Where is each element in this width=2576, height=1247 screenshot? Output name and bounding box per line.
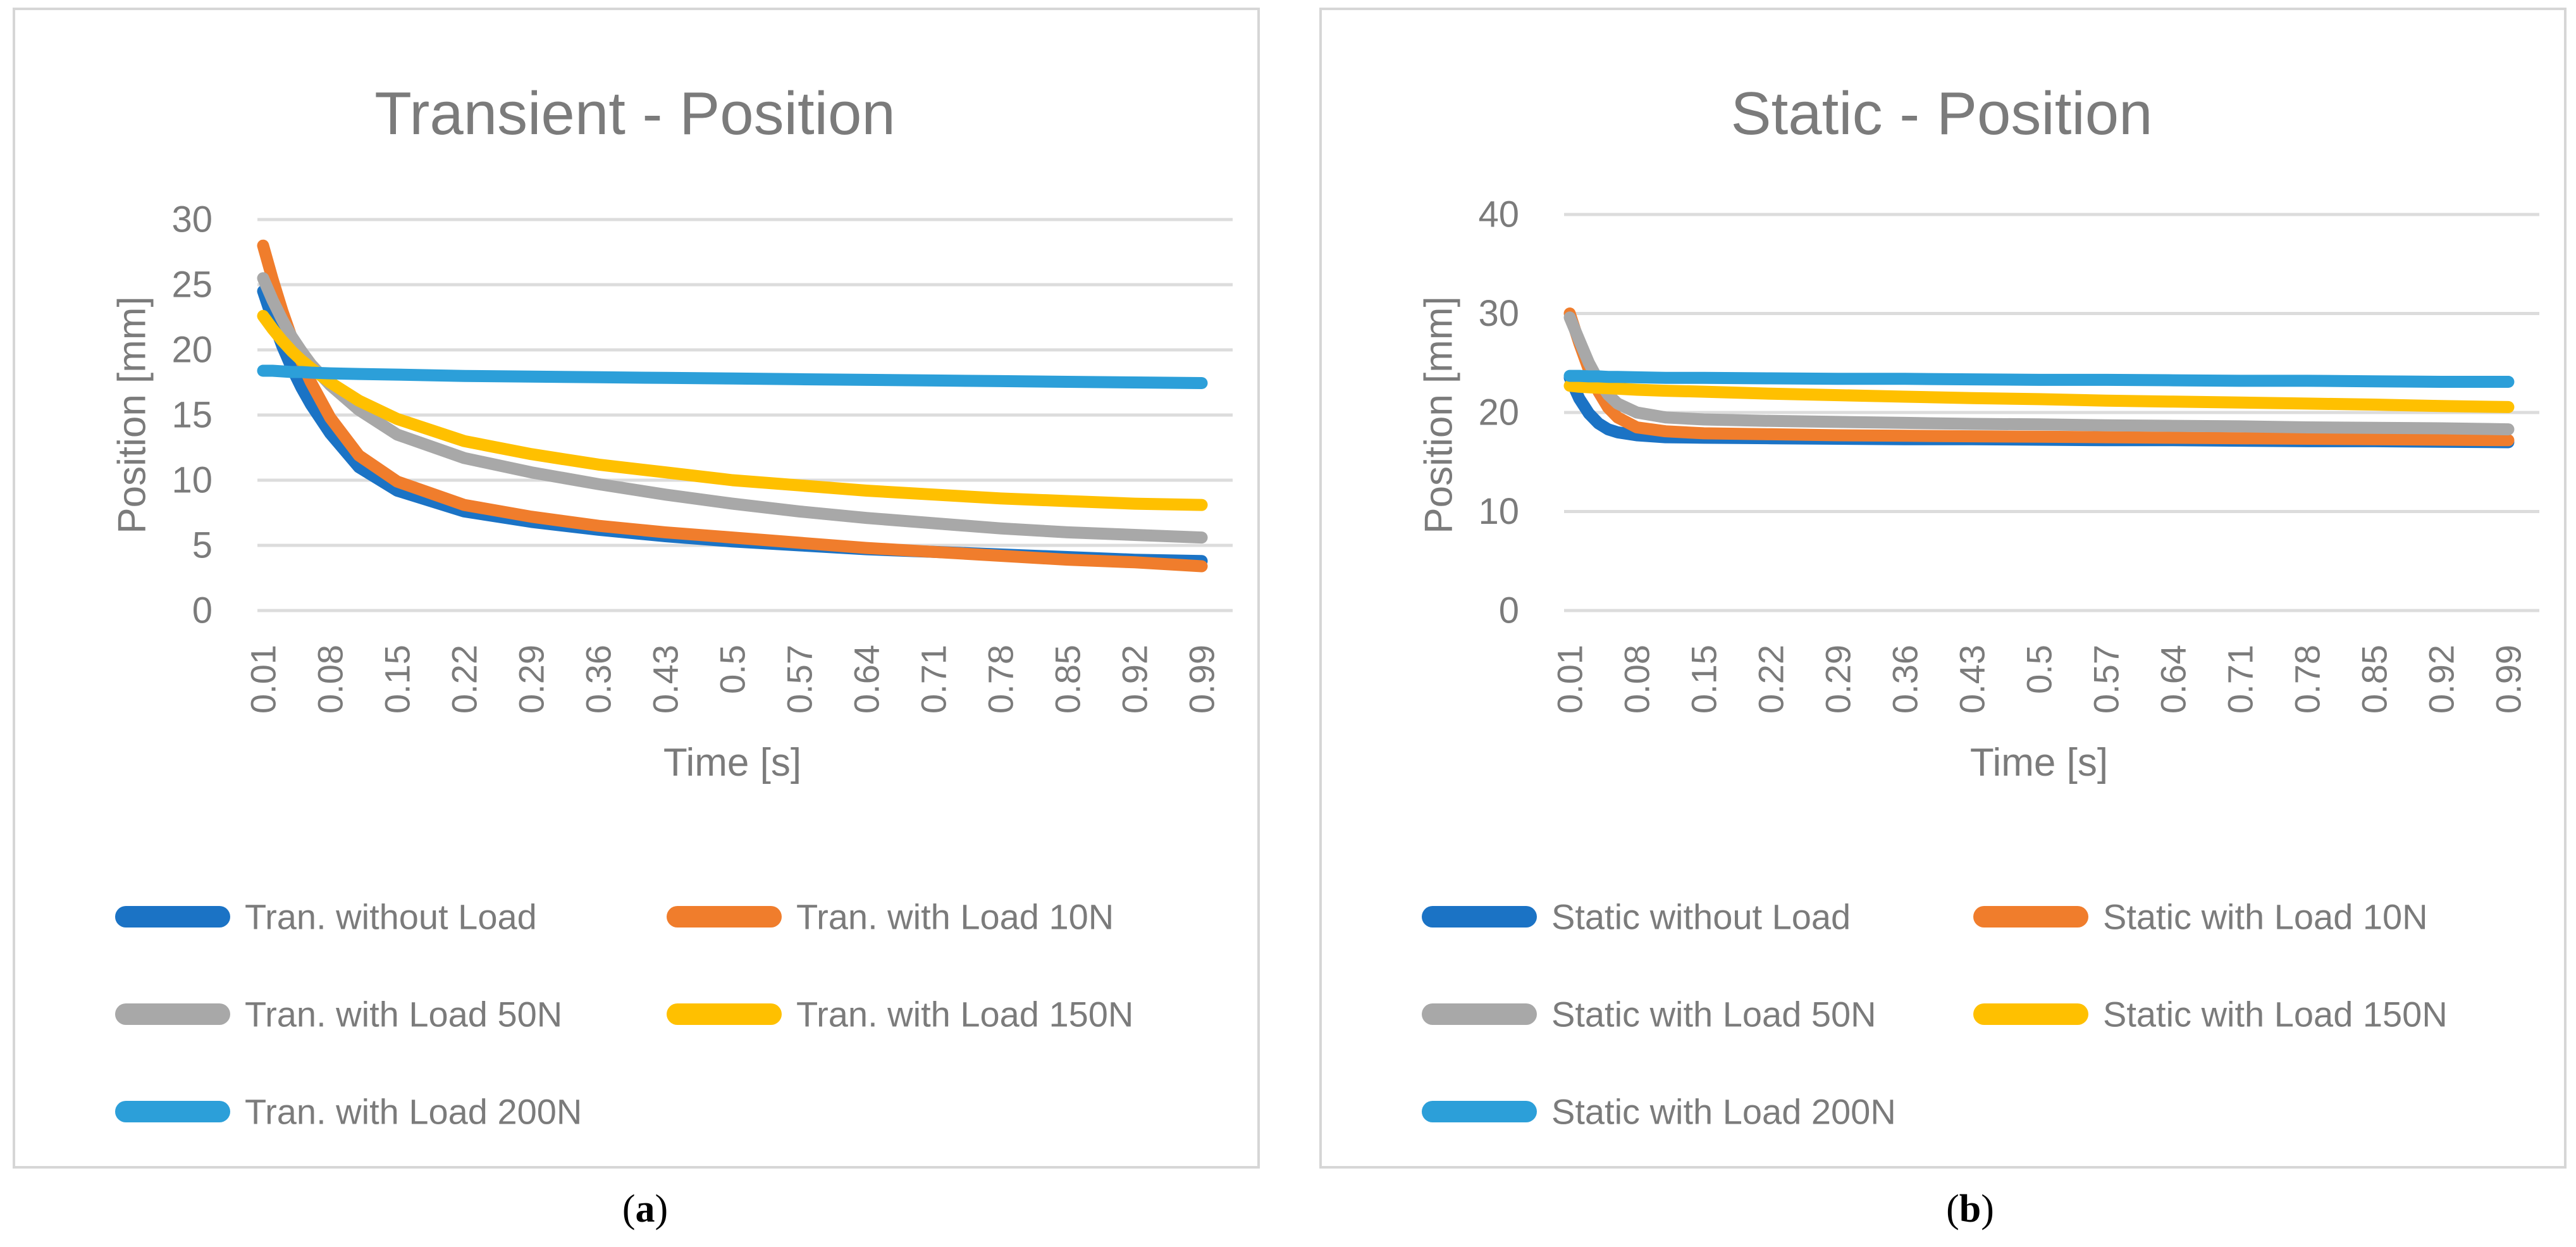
y-tick-label: 15 (171, 395, 213, 436)
static-position-chart: 0 10 20 30 40 0.01 0.08 0.15 0.22 0.29 0.36 0.43 0.5… (1417, 80, 2539, 1132)
caption-a: (a) (563, 1187, 727, 1232)
x-tick-label: 0.22 (1751, 645, 1791, 714)
chart-title: Transient - Position (374, 80, 895, 147)
y-tick-label: 40 (1478, 194, 1519, 235)
caption-b-close: ) (1981, 1188, 1994, 1231)
caption-a-open: ( (622, 1188, 636, 1231)
legend-swatch (115, 1003, 230, 1025)
x-tick-label: 0.29 (1818, 645, 1858, 714)
x-axis-title: Time [s] (1970, 741, 2108, 785)
y-tick-label: 25 (171, 264, 213, 306)
y-tick-label: 30 (1478, 293, 1519, 334)
series-line (257, 364, 1208, 389)
y-tick-label: 10 (1478, 491, 1519, 532)
x-tick-label: 0.22 (445, 645, 484, 714)
series-line (1563, 307, 2515, 447)
x-tick-label: 0.36 (579, 645, 619, 714)
x-tick-label: 0.43 (646, 645, 686, 714)
x-tick-label: 0.92 (1115, 645, 1155, 714)
x-axis-title: Time [s] (663, 741, 801, 785)
legend-swatch (667, 906, 782, 927)
x-tick-label: 0.01 (243, 645, 283, 714)
y-tick-label: 0 (192, 590, 213, 631)
x-tick-label: 0.29 (512, 645, 552, 714)
legend-swatch (1422, 1003, 1537, 1025)
series-line (257, 272, 1208, 544)
legend-swatch (115, 1101, 230, 1122)
caption-b: (b) (1888, 1187, 2052, 1232)
x-tick-label: 0.08 (311, 645, 350, 714)
y-tick-label: 10 (171, 460, 213, 501)
x-tick-label: 0.99 (2489, 645, 2529, 714)
legend-swatch (1973, 906, 2088, 927)
x-tick-label: 0.43 (1952, 645, 1992, 714)
x-tick-label: 0.5 (2019, 645, 2059, 694)
x-tick-label: 0.64 (2154, 645, 2193, 714)
chart-panel-b: 0 10 20 30 40 0.01 0.08 0.15 0.22 0.29 0.36 0.43 0.5… (1319, 8, 2567, 1169)
x-tick-label: 0.57 (780, 645, 820, 714)
y-tick-label: 30 (171, 199, 213, 240)
transient-position-chart: 0 5 10 15 20 25 30 0.01 0.08 0.15 0.22 0.29 0.36 0.43… (111, 80, 1233, 1132)
legend-label: Tran. with Load 150N (796, 995, 1133, 1034)
caption-a-close: ) (655, 1188, 669, 1231)
x-tick-label: 0.64 (847, 645, 887, 714)
y-tick-label: 0 (1499, 590, 1519, 631)
x-tick-label: 0.99 (1182, 645, 1222, 714)
x-tick-label: 0.15 (1684, 645, 1724, 714)
legend-label: Tran. with Load 50N (245, 995, 562, 1034)
caption-b-letter: b (1959, 1188, 1981, 1231)
legend-swatch (1973, 1003, 2088, 1025)
legend-label: Static with Load 150N (2103, 995, 2448, 1034)
legend-label: Tran. with Load 10N (796, 897, 1114, 937)
legend-label: Tran. with Load 200N (245, 1092, 582, 1132)
x-tick-label: 0.15 (378, 645, 417, 714)
y-axis-title: Position [mm] (1417, 296, 1461, 534)
x-tick-label: 0.01 (1550, 645, 1590, 714)
series-line (1563, 369, 2515, 388)
chart-panel-a: 0 5 10 15 20 25 30 0.01 0.08 0.15 0.22 0.29 0.36 0.43… (13, 8, 1260, 1169)
legend-swatch (667, 1003, 782, 1025)
x-tick-label: 0.57 (2086, 645, 2126, 714)
y-tick-label: 5 (192, 525, 213, 566)
legend-label: Static with Load 50N (1551, 995, 1877, 1034)
x-tick-label: 0.78 (981, 645, 1021, 714)
x-tick-label: 0.5 (713, 645, 753, 694)
x-tick-label: 0.92 (2422, 645, 2462, 714)
legend-swatch (1422, 1101, 1537, 1122)
legend-label: Static with Load 200N (1551, 1092, 1896, 1132)
caption-a-letter: a (635, 1188, 655, 1231)
x-tick-label: 0.85 (2355, 645, 2394, 714)
x-tick-label: 0.36 (1885, 645, 1925, 714)
legend-swatch (115, 906, 230, 927)
x-tick-label: 0.08 (1617, 645, 1657, 714)
series-line (257, 309, 1208, 511)
x-tick-label: 0.71 (2221, 645, 2260, 714)
y-tick-label: 20 (1478, 392, 1519, 433)
series-line (257, 239, 1208, 573)
legend-label: Static with Load 10N (2103, 897, 2428, 937)
x-tick-label: 0.78 (2288, 645, 2327, 714)
legend-label: Static without Load (1551, 897, 1851, 937)
caption-b-open: ( (1946, 1188, 1959, 1231)
x-tick-label: 0.71 (914, 645, 954, 714)
y-tick-label: 20 (171, 330, 213, 371)
chart-title: Static - Position (1731, 80, 2153, 147)
legend-swatch (1422, 906, 1537, 927)
series-line (1563, 380, 2515, 413)
x-tick-label: 0.85 (1048, 645, 1088, 714)
y-axis-title: Position [mm] (111, 296, 154, 534)
legend-label: Tran. without Load (245, 897, 537, 937)
